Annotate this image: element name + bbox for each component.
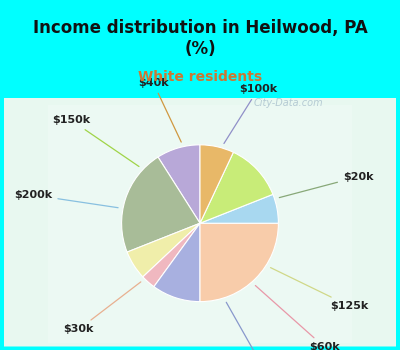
Text: Income distribution in Heilwood, PA
(%): Income distribution in Heilwood, PA (%) [33,19,367,58]
Text: $30k: $30k [63,282,141,335]
Wedge shape [143,223,200,287]
Text: $75k: $75k [226,302,276,350]
Wedge shape [200,145,233,223]
Text: $20k: $20k [279,172,374,198]
Text: $100k: $100k [224,84,277,144]
Wedge shape [154,223,200,302]
Text: $40k: $40k [138,78,181,142]
Text: $60k: $60k [255,286,340,350]
Text: $150k: $150k [52,116,139,167]
Text: $200k: $200k [14,190,118,208]
Wedge shape [200,194,278,223]
Wedge shape [158,145,200,223]
Wedge shape [127,223,200,277]
Wedge shape [200,152,273,223]
Text: $125k: $125k [270,268,369,311]
Wedge shape [122,157,200,252]
Wedge shape [200,223,278,302]
Text: City-Data.com: City-Data.com [253,98,323,108]
Text: White residents: White residents [138,70,262,84]
